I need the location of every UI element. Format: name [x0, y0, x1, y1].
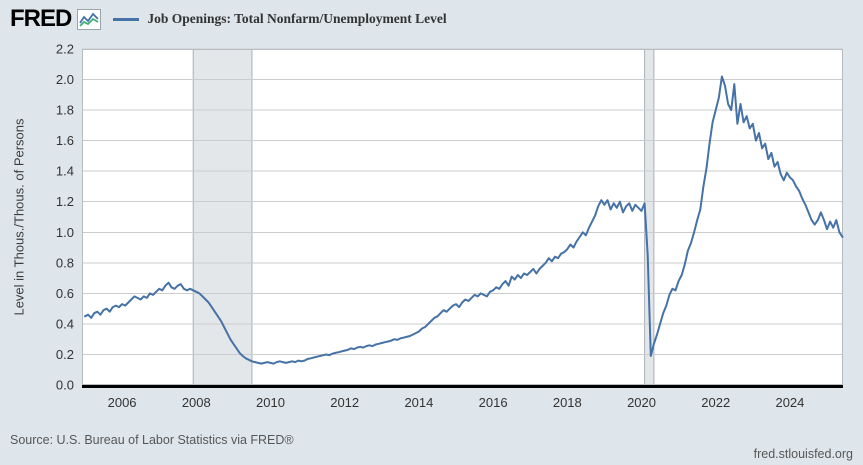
y-tick-label: 1.8 — [56, 103, 74, 118]
y-tick-label: 1.6 — [56, 133, 74, 148]
x-tick-label: 2018 — [553, 395, 582, 410]
y-tick-label: 1.2 — [56, 194, 74, 209]
y-tick-label: 0.6 — [56, 286, 74, 301]
y-tick-label: 1.0 — [56, 225, 74, 240]
data-line — [84, 75, 844, 365]
x-tick-label: 2022 — [701, 395, 730, 410]
legend-line-swatch — [113, 17, 140, 21]
x-tick-label: 2006 — [108, 395, 137, 410]
x-tick-label: 2014 — [404, 395, 433, 410]
fred-logo: FRED — [10, 5, 72, 32]
series-title: Job Openings: Total Nonfarm/Unemployment… — [147, 11, 447, 26]
fred-graph-icon — [77, 8, 102, 30]
y-tick-label: 0.2 — [56, 347, 74, 362]
source-note: Source: U.S. Bureau of Labor Statistics … — [10, 433, 294, 447]
x-tick-label: 2016 — [479, 395, 508, 410]
x-tick-label: 2008 — [182, 395, 211, 410]
y-tick-label: 0.0 — [56, 378, 74, 393]
site-url: fred.stlouisfed.org — [753, 447, 853, 461]
y-tick-label: 2.2 — [56, 42, 74, 57]
x-tick-label: 2024 — [775, 395, 804, 410]
y-tick-label: 1.4 — [56, 164, 74, 179]
recession-band — [192, 48, 253, 386]
y-tick-label: 0.8 — [56, 255, 74, 270]
x-tick-label: 2010 — [256, 395, 285, 410]
chart-header: FRED Job Openings: Total Nonfarm/Unemplo… — [10, 5, 447, 33]
y-tick-label: 0.4 — [56, 316, 74, 331]
plot-border — [82, 49, 843, 385]
series-legend: Job Openings: Total Nonfarm/Unemployment… — [113, 11, 447, 27]
x-tick-label: 2012 — [330, 395, 359, 410]
y-tick-label: 2.0 — [56, 72, 74, 87]
x-tick-label: 2020 — [627, 395, 656, 410]
